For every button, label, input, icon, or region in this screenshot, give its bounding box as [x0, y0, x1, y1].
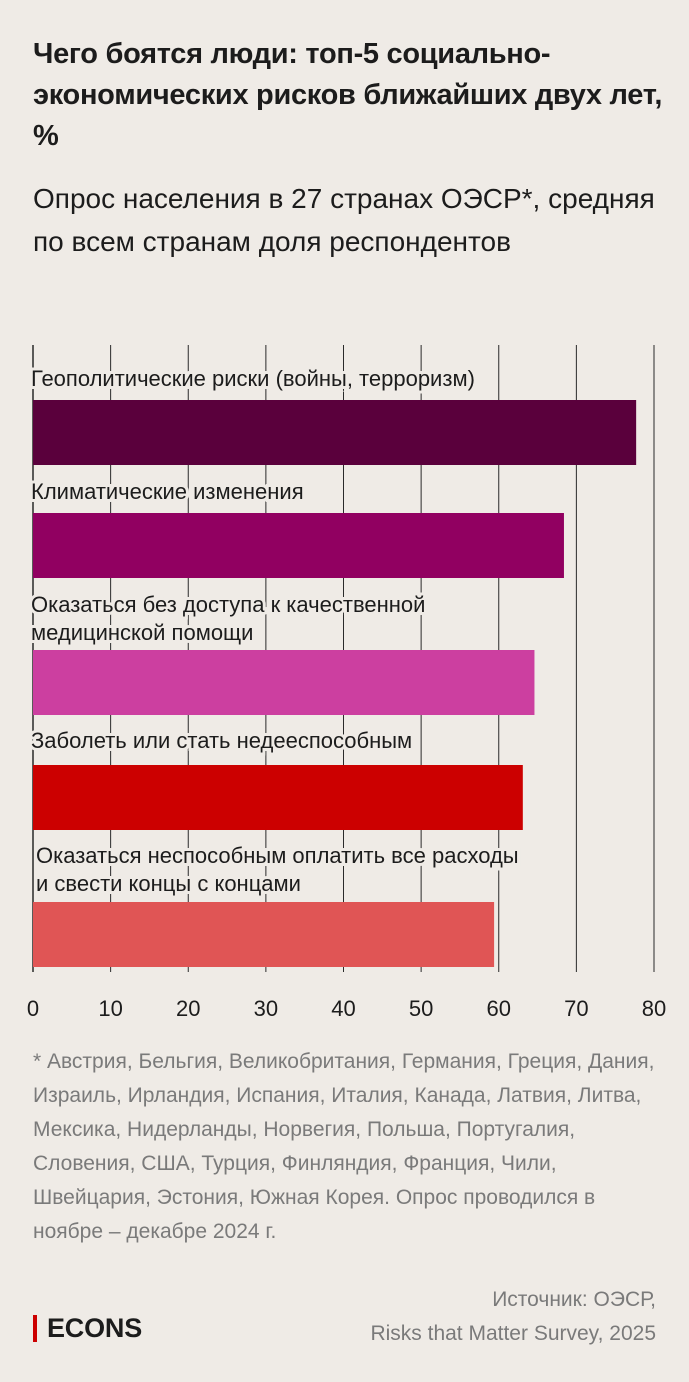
category-label: Геополитические риски (войны, терроризм): [31, 366, 475, 391]
econs-logo: ECONS: [33, 1313, 142, 1343]
x-tick-label: 60: [487, 996, 511, 1020]
category-label: и свести концы с концами: [36, 871, 301, 896]
logo-text: ECONS: [47, 1312, 143, 1343]
bar-5: [33, 902, 495, 967]
logo-accent-bar: [33, 1314, 37, 1342]
source-line-2: Risks that Matter Survey, 2025: [370, 1322, 656, 1345]
bar-1: [33, 400, 637, 465]
category-label: Оказаться без доступа к качественной: [31, 592, 425, 617]
source-note: Источник: ОЭСР, Risks that Matter Survey…: [370, 1283, 656, 1351]
category-label: Заболеть или стать недееспособным: [31, 728, 412, 753]
category-label: медицинской помощи: [31, 620, 253, 645]
x-tick-label: 40: [331, 996, 355, 1020]
category-label: Оказаться неспособным оплатить все расхо…: [36, 843, 519, 868]
x-tick-label: 50: [409, 996, 433, 1020]
bar-chart: Геополитические риски (войны, терроризм)…: [27, 345, 666, 1020]
x-tick-label: 10: [98, 996, 122, 1020]
category-label: Климатические изменения: [31, 479, 304, 504]
x-tick-label: 20: [176, 996, 200, 1020]
footnote-country-list: * Австрия, Бельгия, Великобритания, Герм…: [33, 1050, 655, 1243]
bar-4: [33, 765, 523, 830]
x-tick-label: 70: [564, 996, 588, 1020]
x-tick-label: 0: [27, 996, 39, 1020]
x-tick-label: 30: [254, 996, 278, 1020]
chart-subtitle: Опрос населения в 27 странах ОЭСР*, сред…: [33, 183, 655, 257]
chart-title: Чего боятся люди: топ-5 социально-эконом…: [33, 38, 663, 152]
source-line-1: Источник: ОЭСР,: [492, 1288, 656, 1311]
bar-2: [33, 513, 564, 578]
x-tick-label: 80: [642, 996, 666, 1020]
bar-3: [33, 650, 535, 715]
